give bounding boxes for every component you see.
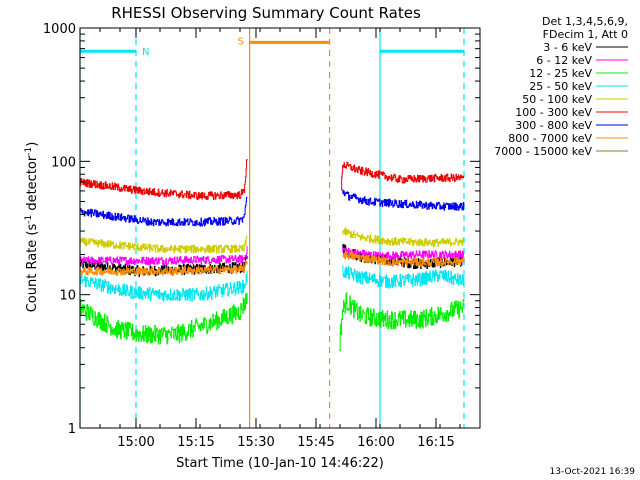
legend-entry-label: 800 - 7000 keV (508, 132, 592, 145)
legend-entry-label: 3 - 6 keV (543, 41, 592, 54)
series-line (342, 251, 465, 267)
y-axis-label-main: Count Rate (s (25, 224, 40, 313)
y-axis-label-mid: detector (25, 155, 40, 215)
series-line (79, 196, 248, 227)
x-tick-label: 15:00 (117, 435, 154, 450)
legend-entry-label: 50 - 100 keV (522, 93, 592, 106)
legend-entry-label: 12 - 25 keV (529, 67, 592, 80)
series-line (342, 265, 465, 289)
x-axis-label: Start Time (10-Jan-10 14:46:22) (176, 456, 384, 471)
y-axis-label-end: ) (25, 142, 40, 147)
y-tick-label: 1 (68, 422, 76, 437)
saa-marker-label: S (238, 36, 244, 47)
series-line (342, 189, 465, 211)
legend: Det 1,3,4,5,6,9,FDecim 1, Att 03 - 6 keV… (494, 15, 628, 158)
axes-layer: 1 10 100 1000 15:00 15:15 15:30 15:45 16:00 16:15 (43, 22, 481, 450)
series-line (79, 245, 248, 266)
x-tick-label: 15:15 (177, 435, 214, 450)
legend-header-line: Det 1,3,4,5,6,9, (542, 15, 628, 28)
legend-header-line: FDecim 1, Att 0 (543, 28, 628, 41)
y-tick-label: 10 (59, 289, 76, 304)
series-line (79, 235, 248, 254)
series-line (339, 292, 465, 352)
x-tick-label: 15:45 (297, 435, 334, 450)
night-marker-label: N (142, 47, 149, 58)
series-line (342, 227, 465, 248)
y-tick-label: 1000 (43, 22, 76, 37)
y-axis-label: Count Rate (s-1 detector-1) (24, 142, 40, 313)
legend-entry-label: 6 - 12 keV (536, 54, 592, 67)
series-layer (79, 158, 465, 352)
y-axis-label-sup1: -1 (24, 215, 34, 224)
y-axis-label-sup2: -1 (24, 147, 34, 156)
x-tick-label: 15:30 (237, 435, 274, 450)
legend-entry-label: 7000 - 15000 keV (494, 145, 592, 158)
chart-title: RHESSI Observing Summary Count Rates (111, 4, 421, 22)
x-tick-label: 16:15 (417, 435, 454, 450)
footer-timestamp: 13-Oct-2021 16:39 (550, 467, 636, 477)
series-line (79, 260, 248, 276)
legend-entry-label: 25 - 50 keV (529, 80, 592, 93)
series-line (79, 271, 248, 302)
y-tick-label: 100 (51, 155, 76, 170)
series-line (79, 158, 248, 201)
series-line (341, 161, 465, 191)
series-line (342, 247, 465, 261)
legend-entry-label: 100 - 300 keV (515, 106, 592, 119)
series-line (79, 293, 248, 345)
x-tick-label: 16:00 (357, 435, 394, 450)
legend-entry-label: 300 - 800 keV (515, 119, 592, 132)
